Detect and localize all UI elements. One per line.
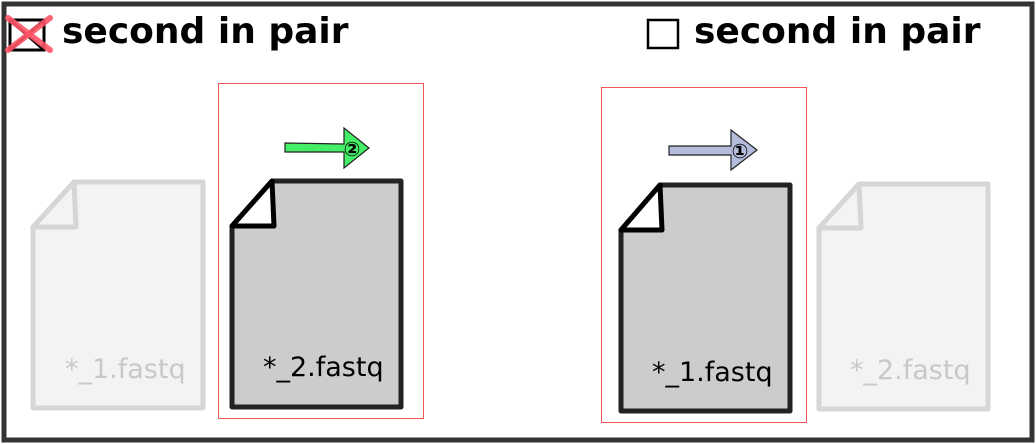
arrow-number-right: ① [732,139,749,163]
file-label-dimmed-right: *_2.fastq [850,355,971,386]
file-label-dimmed-left: *_1.fastq [65,354,186,385]
arrow-number-left: ② [344,137,361,161]
file-icon-selected-right[interactable] [618,182,793,414]
file-label-selected-left: *_2.fastq [263,352,384,383]
file-icon-selected-left[interactable] [229,178,404,410]
panel-heading-left: second in pair [62,11,349,52]
highlight-box-right [601,87,807,423]
cross-mark-icon [5,15,53,53]
highlight-box-left [218,83,424,419]
arrow-right-icon-blue [668,128,758,172]
panel-heading-right: second in pair [694,11,981,52]
file-label-selected-right: *_1.fastq [652,357,773,388]
file-icon-dimmed-left [30,179,206,411]
arrow-right-icon-green [284,126,370,170]
file-icon-dimmed-right [816,181,991,412]
checkbox-unchecked-icon[interactable] [646,18,680,50]
